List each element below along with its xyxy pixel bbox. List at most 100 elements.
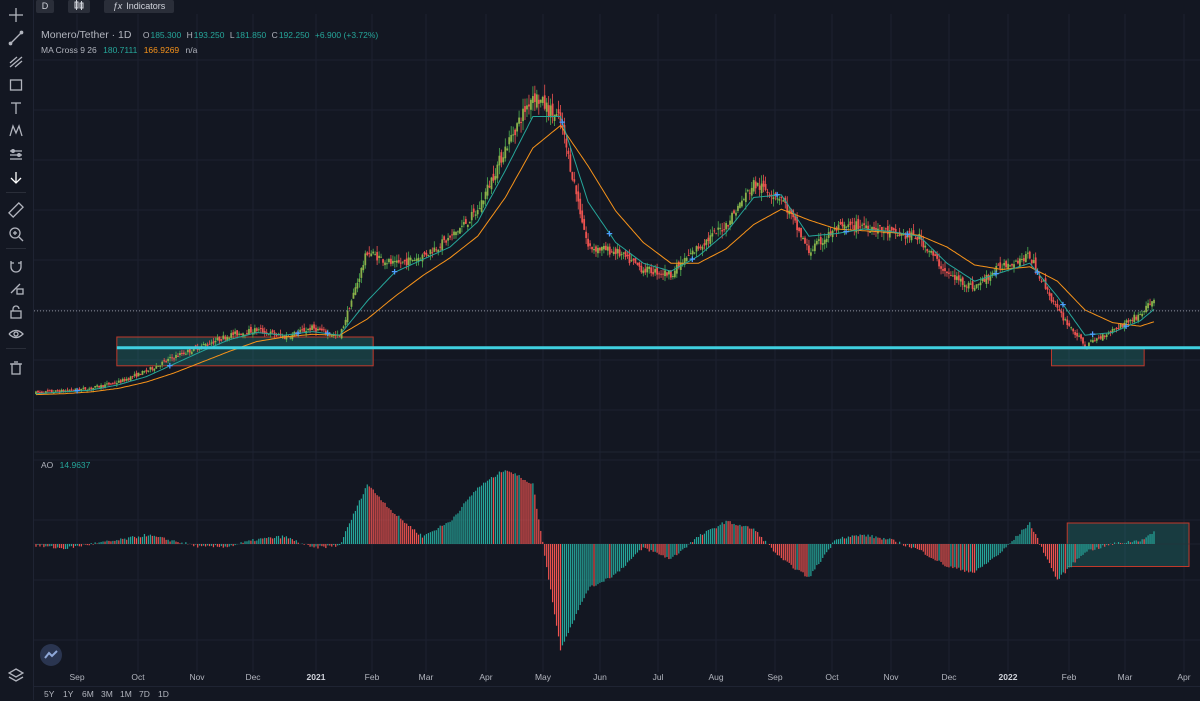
ruler-icon[interactable]	[6, 200, 26, 220]
candle-body	[111, 383, 114, 385]
candle-body	[585, 231, 588, 238]
candle-body	[758, 185, 761, 190]
candle-body	[855, 221, 858, 233]
layers-icon[interactable]	[6, 665, 26, 685]
range-button[interactable]: 1D	[158, 689, 169, 699]
range-button[interactable]: 1Y	[63, 689, 74, 699]
candle-body	[853, 225, 856, 231]
candle-body	[139, 373, 142, 376]
candle-body	[989, 275, 992, 281]
time-axis-label: Mar	[418, 672, 434, 682]
ao-legend[interactable]: AO 14.9637	[41, 460, 90, 470]
time-axis[interactable]: Sep Oct Nov Dec 2021 Feb Mar Apr May Jun Jul Aug Sep…	[34, 672, 1200, 686]
candle-body	[717, 227, 720, 230]
range-button[interactable]: 1M	[120, 689, 132, 699]
zoom-in-icon[interactable]	[6, 224, 26, 244]
eye-icon[interactable]	[6, 324, 26, 344]
time-axis-label: Oct	[825, 672, 839, 682]
candle-body	[685, 257, 688, 261]
interval-button[interactable]: D	[36, 0, 54, 13]
time-axis-label: May	[534, 672, 552, 682]
candle-body	[731, 212, 733, 225]
candle-body	[500, 152, 503, 163]
crosshair-icon[interactable]	[6, 5, 26, 25]
candle-body	[610, 251, 613, 253]
candle-body	[634, 258, 637, 263]
candle-body	[1070, 327, 1073, 329]
candle-body	[1072, 328, 1075, 332]
range-button[interactable]: 7D	[139, 689, 150, 699]
lock-drawing-icon[interactable]	[6, 278, 26, 298]
candle-body	[425, 252, 428, 256]
candle-body	[819, 237, 822, 245]
candle-body	[671, 276, 674, 278]
fib-tools-icon[interactable]	[6, 52, 26, 72]
candle-body	[405, 258, 408, 266]
candle-body	[904, 235, 907, 239]
price-chart[interactable]: + + + + + + + + + + + + + + + +	[34, 0, 1200, 686]
candle-body	[1097, 337, 1100, 339]
candle-body	[358, 278, 361, 282]
candle-body	[397, 260, 400, 263]
magnet-icon[interactable]	[6, 256, 26, 276]
candle-body	[480, 200, 483, 212]
candle-body	[662, 273, 664, 275]
candle-body	[658, 273, 660, 275]
candle-body	[415, 258, 418, 261]
candle-body	[910, 232, 913, 241]
candle-body	[1107, 332, 1110, 334]
candle-body	[449, 235, 451, 238]
prediction-icon[interactable]	[6, 145, 26, 165]
candle-body	[1141, 313, 1144, 317]
candle-body	[88, 388, 91, 390]
symbol-title[interactable]: Monero/Tether · 1D	[41, 29, 132, 41]
candle-body	[715, 233, 718, 235]
chart-area[interactable]: + + + + + + + + + + + + + + + +	[34, 0, 1200, 686]
candle-body	[1050, 293, 1053, 302]
candle-body	[74, 388, 77, 390]
support-zone-box	[116, 336, 374, 367]
arrow-down-icon[interactable]	[6, 168, 26, 188]
candle-body	[1145, 305, 1148, 313]
candle-body	[1052, 300, 1055, 303]
pattern-icon[interactable]	[6, 121, 26, 141]
candle-body	[644, 268, 647, 273]
rectangle-icon[interactable]	[6, 75, 26, 95]
candle-body	[393, 261, 396, 263]
candle-body	[811, 249, 814, 251]
candle-body	[324, 330, 327, 334]
candle-body	[470, 212, 473, 221]
candle-body	[133, 374, 136, 376]
candle-body	[188, 348, 191, 353]
candle-body	[888, 230, 891, 238]
candle-body	[1131, 319, 1134, 321]
candle-body	[1038, 275, 1041, 279]
close-value: 192.250	[278, 30, 310, 40]
candle-body	[149, 367, 152, 370]
candle-body	[301, 329, 304, 331]
candle-body	[539, 99, 542, 103]
trash-icon[interactable]	[6, 358, 26, 378]
lock-icon[interactable]	[6, 302, 26, 322]
tradingview-logo[interactable]	[40, 644, 62, 666]
candle-body	[985, 274, 988, 284]
chart-type-button[interactable]	[68, 0, 90, 13]
indicators-button[interactable]: ƒx Indicators	[104, 0, 174, 13]
range-button[interactable]: 3M	[101, 689, 113, 699]
text-icon[interactable]	[6, 98, 26, 118]
candle-body	[169, 357, 171, 359]
candle-body	[151, 367, 154, 370]
range-button[interactable]: 6M	[82, 689, 94, 699]
candle-body	[275, 334, 278, 336]
ma-cross-marker: +	[1089, 329, 1095, 341]
ma-legend[interactable]: MA Cross 9 26 180.7111 166.9269 n/a	[41, 45, 197, 55]
range-button[interactable]: 5Y	[44, 689, 55, 699]
candle-body	[512, 134, 515, 136]
candle-body	[261, 328, 264, 333]
candle-body	[549, 105, 552, 118]
candle-body	[867, 225, 869, 230]
trend-line-icon[interactable]	[6, 28, 26, 48]
candle-body	[756, 182, 759, 186]
candle-body	[687, 254, 690, 256]
candle-body	[281, 335, 284, 337]
